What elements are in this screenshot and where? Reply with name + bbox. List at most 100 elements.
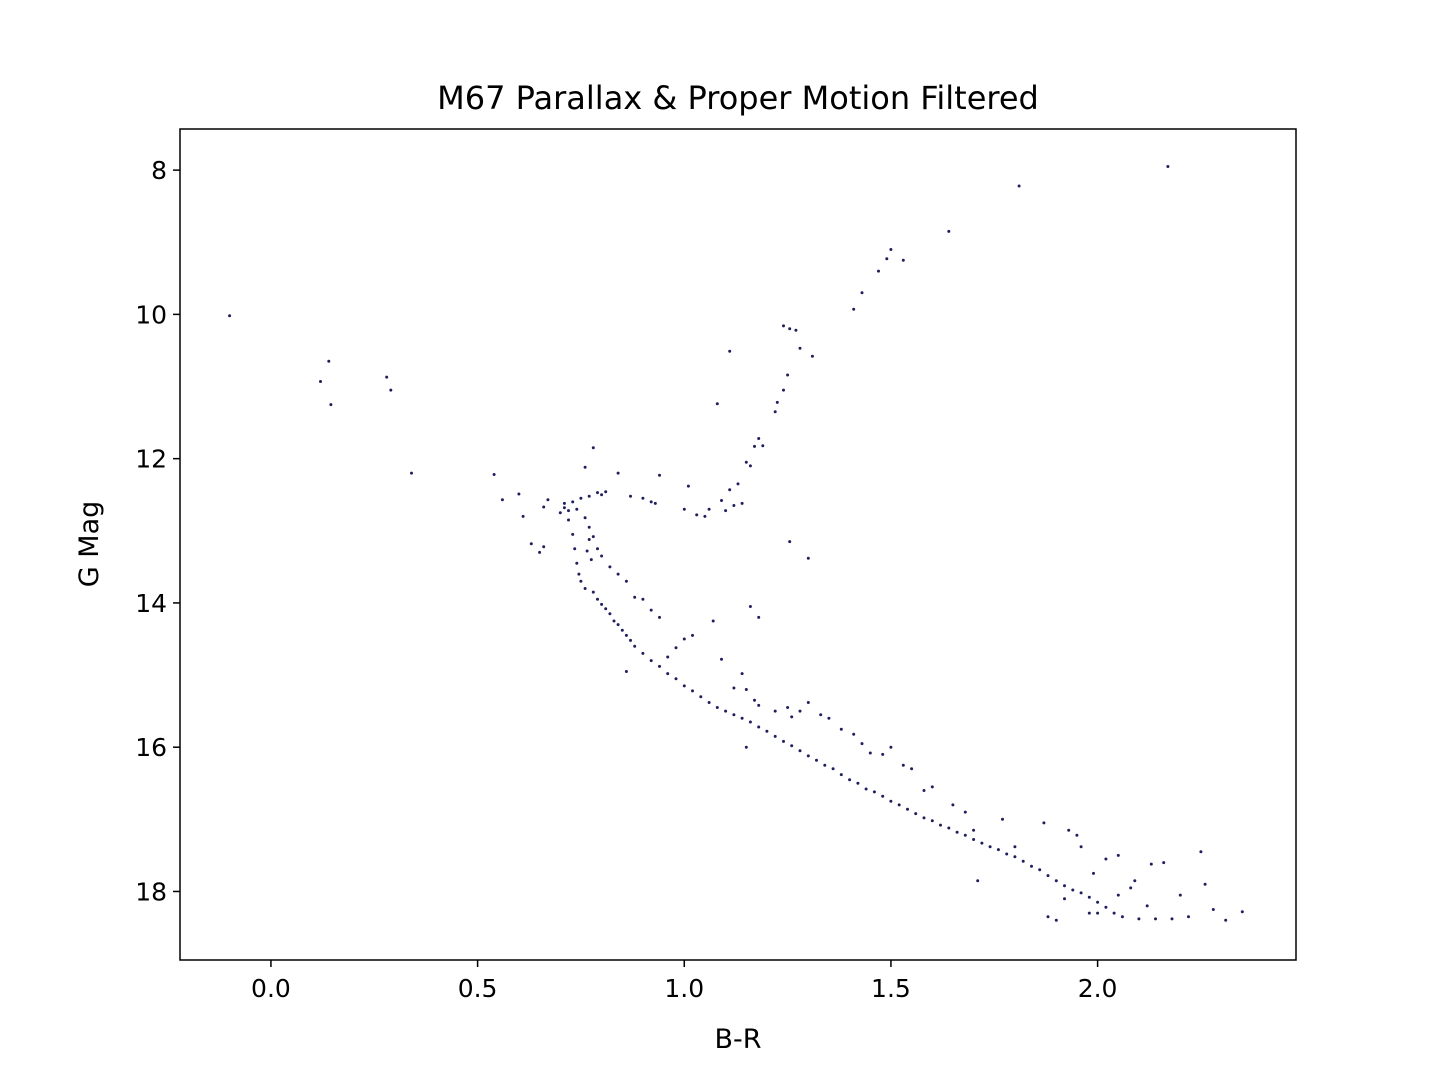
data-point (542, 545, 546, 549)
data-point (612, 619, 616, 623)
data-point (1042, 821, 1046, 825)
data-point (798, 749, 802, 753)
data-point (691, 633, 694, 637)
data-point (889, 745, 893, 749)
data-point (691, 689, 694, 693)
data-point (732, 713, 736, 717)
data-point (1166, 165, 1170, 168)
data-point (658, 664, 661, 668)
data-point (823, 763, 827, 767)
data-point (521, 514, 525, 518)
data-point (579, 579, 583, 583)
data-point (885, 257, 889, 261)
data-point (633, 644, 637, 648)
data-point (1013, 845, 1017, 849)
data-point (988, 845, 992, 849)
data-point (562, 506, 566, 510)
data-point (860, 742, 864, 746)
data-point (757, 703, 761, 707)
data-point (620, 628, 624, 632)
data-point (1063, 897, 1066, 901)
data-point (327, 359, 331, 363)
data-point (385, 375, 389, 379)
data-point (744, 688, 748, 691)
data-point (517, 492, 521, 496)
data-point (839, 773, 843, 777)
data-point (616, 623, 620, 627)
data-point (788, 327, 792, 331)
data-point (757, 437, 761, 440)
data-point (641, 651, 645, 655)
data-point (653, 501, 657, 505)
data-point (872, 790, 876, 794)
data-point (585, 549, 589, 553)
data-point (1038, 868, 1042, 872)
data-point (748, 720, 752, 724)
data-point (1224, 918, 1228, 922)
data-point (1129, 886, 1133, 890)
data-point (1203, 882, 1207, 886)
data-point (624, 670, 628, 673)
data-point (810, 354, 814, 358)
data-point (889, 799, 893, 803)
data-point (897, 803, 901, 807)
data-point (868, 751, 872, 755)
data-point (500, 498, 504, 502)
data-point (788, 540, 792, 544)
data-point (748, 464, 752, 468)
data-point (686, 484, 690, 488)
data-point (682, 637, 686, 641)
x-tick-label: 0.0 (251, 974, 291, 1003)
data-point (782, 388, 785, 392)
data-point (715, 706, 719, 709)
data-point (856, 781, 860, 785)
data-point (806, 556, 810, 560)
data-point (728, 349, 732, 353)
data-point (604, 607, 608, 611)
data-point (930, 785, 934, 789)
data-point (794, 328, 798, 332)
data-point (955, 830, 959, 834)
data-point (558, 511, 562, 515)
data-point (410, 471, 413, 475)
data-point (589, 558, 593, 562)
data-point (703, 514, 707, 518)
data-point (798, 709, 802, 713)
data-point (1067, 828, 1071, 832)
y-axis: 8 10 12 14 16 18 (135, 156, 180, 906)
data-point (1087, 895, 1091, 899)
data-point (1170, 917, 1174, 921)
data-point (963, 810, 967, 814)
data-point (600, 602, 604, 606)
data-point (600, 554, 604, 558)
data-point (1162, 861, 1166, 865)
data-point (579, 496, 583, 500)
data-point (773, 734, 777, 738)
data-point (724, 709, 728, 713)
data-point (972, 828, 976, 832)
data-point (1104, 857, 1108, 861)
data-point (1092, 871, 1095, 875)
data-point (732, 504, 736, 507)
data-point (1013, 855, 1017, 859)
data-point (1133, 879, 1137, 883)
data-point (831, 767, 835, 771)
data-point (906, 807, 909, 811)
data-point (790, 715, 794, 719)
data-point (910, 767, 914, 771)
data-point (649, 608, 653, 612)
data-point (624, 633, 628, 637)
data-point (951, 803, 955, 807)
data-point (860, 291, 864, 295)
data-point (641, 496, 645, 500)
data-point (728, 488, 732, 492)
plot-frame (179, 128, 1297, 961)
data-point (1005, 852, 1009, 856)
data-point (1017, 184, 1021, 188)
data-point (761, 444, 765, 448)
data-point (1096, 911, 1100, 915)
data-point (583, 516, 587, 520)
data-point (587, 525, 591, 529)
data-point (773, 410, 777, 414)
y-tick-label: 10 (135, 300, 167, 329)
